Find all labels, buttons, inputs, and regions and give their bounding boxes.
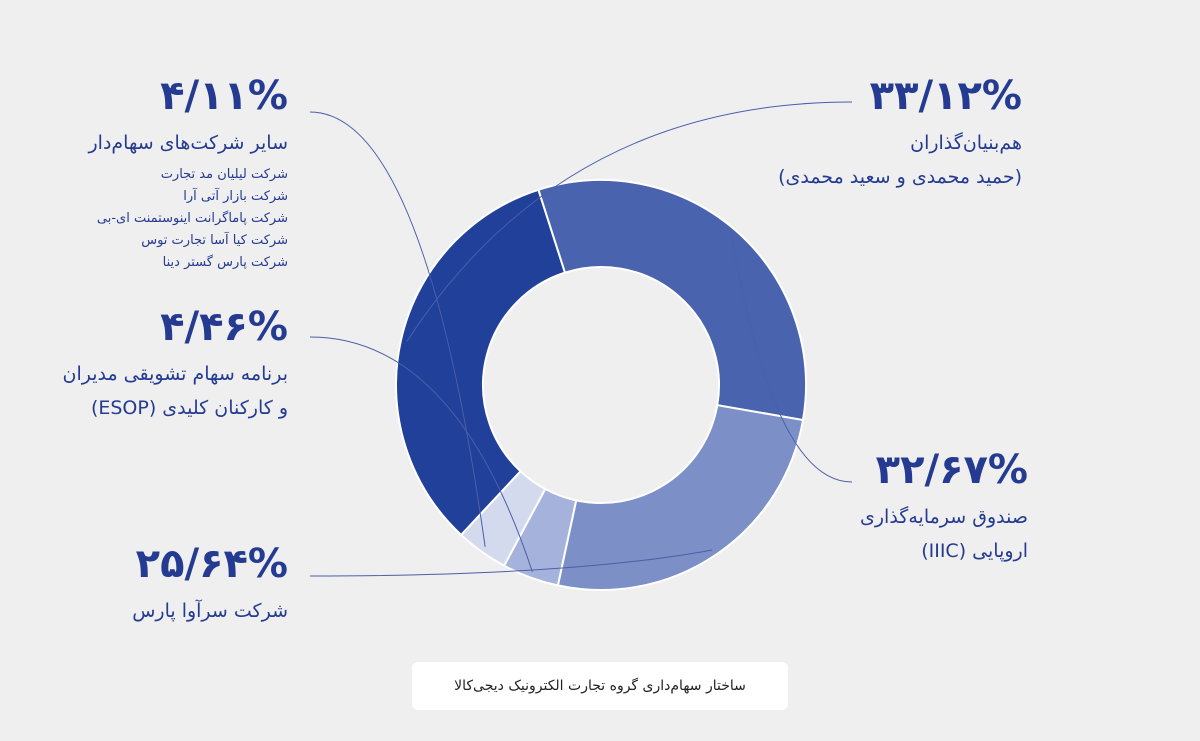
name-iiic-fund: صندوق سرمایه‌گذاری اروپایی (IIIC) [860,506,1028,562]
sub-item: شرکت بازار آتی آرا [183,189,288,204]
value-label-saravapars: ۲۵/۶۴% [135,541,288,587]
label-iiic-fund: ۳۲/۶۷% صندوق سرمایه‌گذاری اروپایی (IIIC) [728,446,1028,568]
value-label-esop: ۴/۴۶% [160,304,288,350]
sub-item: شرکت پاماگرانت اینوستمنت ای-بی [96,211,288,226]
other-sub-list: شرکت لیلیان مد تجارت شرکت بازار آتی آرا … [0,164,288,274]
slice-other-shareholders [459,469,547,568]
sub-item: شرکت کیا آسا تجارت توس [141,233,288,248]
label-esop: ۴/۴۶% برنامه سهام تشویقی مدیران و کارکنا… [0,303,288,425]
leader-line-iiic-fund [731,234,853,483]
name-cofounders: هم‌بنیان‌گذاران (حمید محمدی و سعید محمدی… [778,132,1022,188]
slice-iiic-fund [537,179,807,422]
value-label-cofounders: ۳۳/۱۲% [869,73,1022,119]
label-saravapars: ۲۵/۶۴% شرکت سرآوا پارس [0,540,288,628]
sub-item: شرکت لیلیان مد تجارت [160,167,288,182]
leader-line-saravapars [309,549,713,577]
value-label-iiic-fund: ۳۲/۶۷% [875,447,1028,493]
leader-line-cofounders [406,101,853,342]
slice-saravapars [556,404,805,591]
sub-item: شرکت پارس گستر دینا [162,255,288,270]
leader-line-other [309,111,486,547]
leader-line-esop [309,336,533,572]
slice-cofounders [395,188,567,537]
label-cofounders: ۳۳/۱۲% هم‌بنیان‌گذاران (حمید محمدی و سعی… [722,72,1022,194]
name-esop: برنامه سهام تشویقی مدیران و کارکنان کلید… [62,363,288,419]
value-label-other: ۴/۱۱% [160,73,288,119]
chart-caption: ساختار سهام‌داری گروه تجارت الکترونیک دی… [412,662,788,710]
name-other: سایر شرکت‌های سهام‌دار [88,132,289,154]
name-saravapars: شرکت سرآوا پارس [132,600,288,622]
label-other-shareholders: ۴/۱۱% سایر شرکت‌های سهام‌دار شرکت لیلیان… [0,72,289,274]
